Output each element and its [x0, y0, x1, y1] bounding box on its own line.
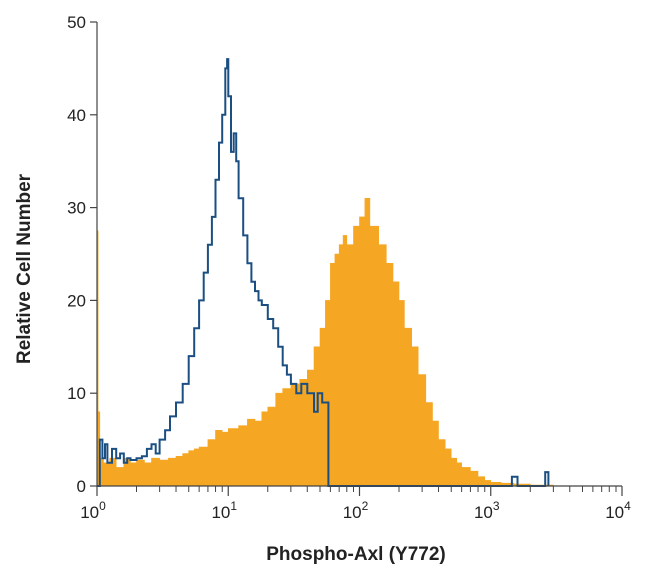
x-tick-label: 100: [80, 499, 106, 522]
x-tick-label: 102: [343, 499, 369, 522]
x-tick-label: 101: [211, 499, 237, 522]
y-tick-label: 50: [67, 13, 86, 32]
x-tick-label: 103: [474, 499, 500, 522]
y-ticks: 0 10 20 30 40 50: [67, 13, 97, 496]
histogram-series-2-outline: [97, 58, 550, 487]
y-axis-title: Relative Cell Number: [14, 173, 35, 364]
histogram-series-1-filled: [96, 198, 554, 487]
y-tick-label: 0: [77, 477, 86, 496]
plot-series: [96, 58, 554, 487]
y-tick-label: 40: [67, 106, 86, 125]
y-tick-label: 20: [67, 291, 86, 310]
x-axis-title: Phospho-Axl (Y772): [266, 544, 445, 565]
x-ticks: 100 101 102 103 104: [80, 486, 631, 522]
axes: 0 10 20 30 40 50 100 101 102 103 104: [67, 13, 631, 522]
y-tick-label: 10: [67, 384, 86, 403]
y-tick-label: 30: [67, 199, 86, 218]
x-tick-label: 104: [605, 499, 631, 522]
